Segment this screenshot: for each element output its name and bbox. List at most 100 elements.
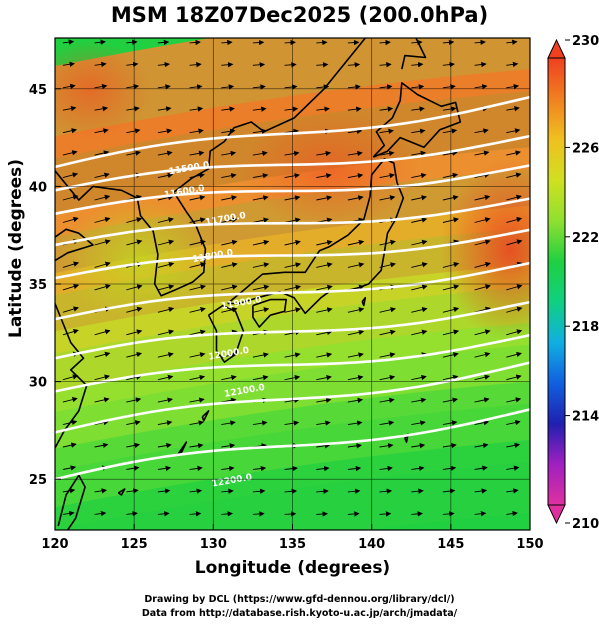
coastline [55,38,366,297]
wind-arrow [316,329,333,336]
wind-arrow [506,128,521,134]
wind-arrow [189,239,206,246]
wind-arrow [284,420,300,426]
x-tick-label: 135 [279,537,306,552]
wind-arrow [157,128,173,134]
wind-arrow [221,307,238,313]
wind-arrow [474,329,491,336]
wind-arrow [411,217,428,223]
coastline [252,298,287,328]
wind-arrow [157,420,173,426]
wind-arrow [252,488,266,494]
wind-arrow [506,488,519,494]
wind-arrow [126,397,142,403]
wind-arrow [94,61,107,68]
wind-arrow [252,352,269,358]
wind-arrow [411,329,428,336]
wind-arrow [284,488,298,494]
wind-arrow [62,39,75,45]
wind-arrow [506,510,518,517]
wind-arrow [379,307,396,313]
wind-arrow [94,510,107,517]
wind-arrow [157,329,175,336]
wind-arrow [411,284,428,291]
wind-arrow [189,39,201,46]
wind-arrow [94,374,110,381]
wind-arrow [189,284,206,291]
wind-arrow [157,306,175,313]
wind-arrow [347,262,365,268]
wind-arrow [62,83,76,90]
wind-arrow [252,62,266,68]
wind-arrow [221,284,238,291]
wind-arrow [94,284,111,291]
wind-arrow [379,420,395,426]
wind-arrow [94,83,108,90]
wind-arrow [411,511,423,517]
wind-arrow [411,61,424,68]
wind-arrow [474,488,488,494]
wind-arrow [474,239,491,246]
wind-arrow [94,39,106,45]
colorbar-tick-label: 218 [572,320,599,335]
wind-arrow [442,150,458,156]
coastline [57,474,86,530]
wind-arrow [379,329,396,336]
wind-vectors [62,39,523,517]
wind-arrow [221,128,236,134]
wind-arrow [411,150,427,157]
wind-arrow [474,217,491,223]
wind-arrow [347,329,365,336]
wind-arrow [189,420,205,426]
x-tick-label: 120 [41,537,68,552]
wind-arrow [442,465,457,472]
wind-arrow [347,84,361,90]
wind-arrow [94,194,111,201]
wind-arrow [189,397,205,403]
wind-arrow [411,374,427,381]
wind-arrow [126,442,141,449]
wind-arrow [189,329,206,336]
wind-arrow [411,195,427,201]
wind-arrow [474,420,490,426]
wind-arrow [506,284,523,291]
wind-arrow [316,173,332,179]
wind-arrow [474,374,491,381]
wind-arrow [252,262,270,268]
wind-arrow [379,128,394,134]
wind-arrow [221,397,237,403]
wind-arrow [411,239,428,246]
wind-arrow [62,194,79,201]
wind-arrow [221,195,237,201]
wind-arrow [347,173,364,179]
wind-arrow [94,397,110,403]
colorbar: 210 214 218 222 226 230 [547,34,599,532]
wind-arrow [189,84,203,90]
wind-arrow [316,39,328,46]
wind-arrow [157,194,174,201]
wind-arrow [411,39,423,46]
wind-arrow [189,128,204,134]
wind-arrow [189,106,204,112]
wind-arrow [126,150,141,156]
wind-arrow [62,128,77,134]
wind-arrow [474,194,491,201]
wind-arrow [157,84,171,90]
wind-arrow [379,106,394,112]
wind-arrow [126,39,138,45]
coastline [401,38,427,70]
wind-arrow [62,442,77,448]
wind-arrow [189,195,206,201]
wind-arrow [506,442,521,449]
x-tick-label: 145 [437,537,464,552]
wind-arrow [284,62,297,68]
wind-arrow [157,150,173,156]
wind-arrow [62,261,80,268]
wind-arrow [347,39,360,46]
wind-arrow [411,84,425,90]
wind-arrow [347,106,362,112]
wind-arrow [157,61,170,68]
wind-arrow [316,262,333,268]
coastline [361,296,367,307]
wind-arrow [506,351,522,358]
